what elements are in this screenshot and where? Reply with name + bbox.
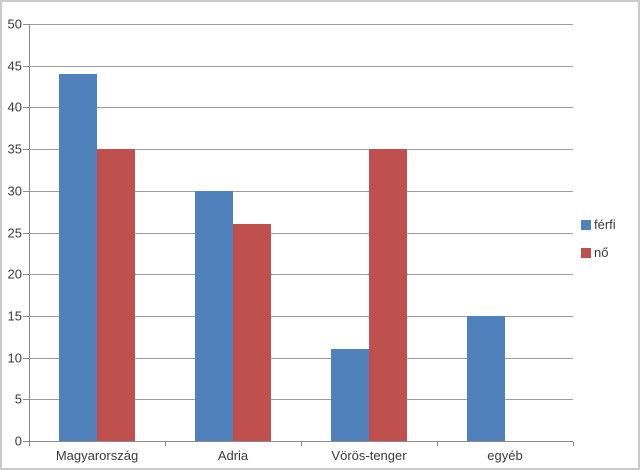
x-tick-0 (29, 442, 30, 446)
y-tick-10 (23, 358, 29, 359)
y-axis-label-25: 25 (7, 225, 22, 241)
y-tick-50 (23, 24, 29, 25)
gridline-10 (29, 358, 573, 359)
plot-area: 0 5 10 15 20 25 30 35 40 45 50 Magyarország Adria Vör… (8, 18, 574, 463)
y-tick-20 (23, 274, 29, 275)
x-tick-1 (165, 442, 166, 446)
legend-swatch-ferfi-icon (581, 219, 591, 230)
gridline-45 (29, 66, 573, 67)
x-tick-4 (573, 442, 574, 446)
gridline-30 (29, 191, 573, 192)
y-tick-15 (23, 316, 29, 317)
gridline-5 (29, 399, 573, 400)
bar-férfi-Vörös-tenger (331, 349, 369, 441)
category-label-Magyarország: Magyarország (55, 448, 139, 463)
category-label-egyéb: egyéb (487, 448, 523, 463)
bar-férfi-Adria (195, 191, 233, 441)
legend-label-no: nő (594, 245, 609, 260)
y-tick-40 (23, 107, 29, 108)
y-axis-label-45: 45 (7, 58, 22, 74)
legend-item-no: nő (581, 245, 616, 260)
gridline-35 (29, 149, 573, 150)
y-axis-label-5: 5 (14, 391, 22, 407)
y-axis-label-10: 10 (7, 350, 22, 366)
gridline-15 (29, 316, 573, 317)
gridline-20 (29, 274, 573, 275)
x-tick-3 (437, 442, 438, 446)
y-axis-label-20: 20 (7, 266, 22, 282)
y-axis-label-40: 40 (7, 99, 22, 115)
y-tick-30 (23, 191, 29, 192)
y-axis-line (29, 24, 30, 442)
y-axis-label-0: 0 (14, 433, 22, 449)
bar-nő-Adria (233, 224, 271, 441)
category-label-Adria: Adria (217, 448, 249, 463)
bar-férfi-egyéb (467, 316, 505, 441)
legend-label-ferfi: férfi (594, 217, 616, 232)
y-tick-5 (23, 399, 29, 400)
y-tick-35 (23, 149, 29, 150)
bar-nő-Magyarország (97, 149, 135, 441)
y-axis-label-30: 30 (7, 183, 22, 199)
legend-item-ferfi: férfi (581, 217, 616, 232)
gridline-50 (29, 24, 573, 25)
gridline-25 (29, 233, 573, 234)
y-axis-label-15: 15 (7, 308, 22, 324)
y-tick-25 (23, 233, 29, 234)
y-tick-45 (23, 66, 29, 67)
gridline-40 (29, 107, 573, 108)
x-axis-line (23, 441, 573, 442)
y-axis-label-50: 50 (7, 16, 22, 32)
category-label-Vörös-tenger: Vörös-tenger (331, 448, 407, 463)
legend-swatch-no-icon (581, 247, 591, 258)
bar-nő-Vörös-tenger (369, 149, 407, 441)
legend: férfi nő (581, 217, 616, 273)
x-tick-2 (301, 442, 302, 446)
y-axis-label-35: 35 (7, 141, 22, 157)
bar-férfi-Magyarország (59, 74, 97, 441)
